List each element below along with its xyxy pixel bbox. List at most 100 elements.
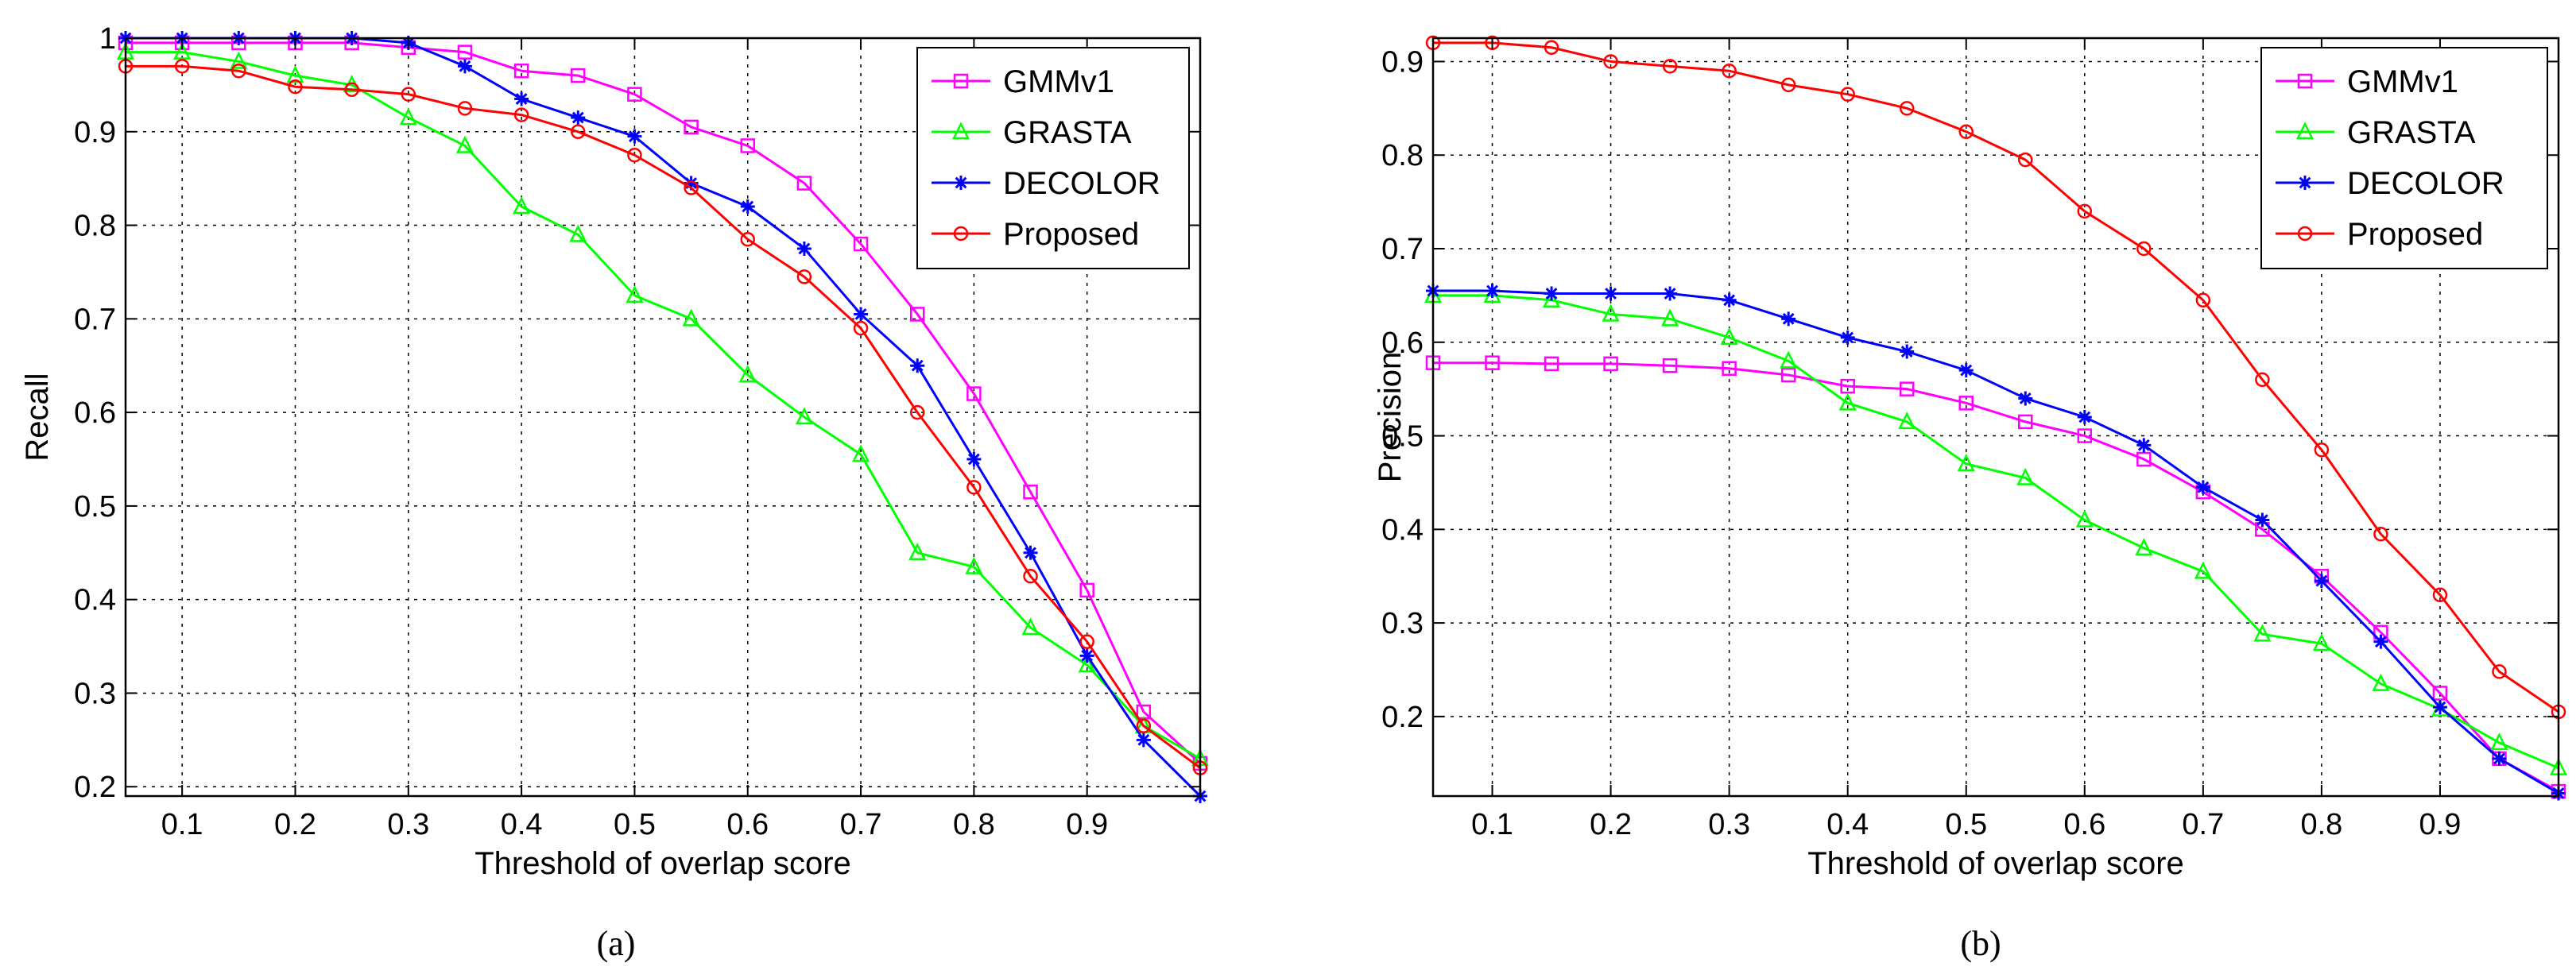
data-point-gmmv1: [1079, 582, 1094, 598]
data-point-proposed: [1079, 634, 1094, 649]
figure-caption: (a): [597, 924, 636, 963]
data-point-proposed: [2018, 152, 2033, 168]
legend-box: [2260, 47, 2548, 269]
y-tick-label: 1: [99, 22, 116, 56]
x-tick-label: 0.5: [1945, 808, 1987, 841]
grid: [126, 37, 1200, 796]
data-point-gmmv1: [2136, 451, 2152, 467]
legend-box: [916, 47, 1190, 269]
y-axis-label: Recall: [20, 373, 55, 461]
data-point-grasta: [2372, 673, 2390, 691]
data-point-proposed: [2136, 241, 2152, 257]
data-point-decolor: [2492, 751, 2507, 766]
legend-label: GRASTA: [1003, 115, 1132, 150]
data-point-proposed: [571, 124, 586, 140]
y-tick-label: 0.9: [1381, 45, 1424, 79]
data-point-grasta: [286, 65, 304, 83]
legend-item-grasta: GRASTA: [932, 115, 1132, 150]
legend-label: GMMv1: [1003, 64, 1114, 99]
data-point-gmmv1: [1899, 381, 1915, 396]
data-point-grasta: [626, 285, 644, 303]
x-tick-label: 0.9: [1066, 808, 1108, 841]
data-point-proposed: [2195, 292, 2211, 308]
data-point-proposed: [2492, 664, 2507, 679]
y-tick-label: 0.3: [1381, 607, 1424, 640]
data-point-gmmv1: [966, 386, 982, 401]
data-point-grasta: [1543, 289, 1561, 308]
series-decolor: [1426, 284, 2566, 801]
data-point-decolor: [571, 110, 586, 126]
series-line-gmmv1: [126, 41, 1202, 764]
series-line-grasta: [1433, 294, 2559, 770]
y-tick-label: 0.5: [1381, 420, 1424, 454]
data-point-grasta: [2253, 624, 2272, 642]
data-point-decolor: [1485, 284, 1500, 298]
data-point-decolor: [1722, 292, 1737, 307]
data-point-grasta: [908, 542, 927, 561]
data-point-decolor: [2373, 634, 2388, 649]
data-point-proposed: [1023, 568, 1038, 584]
data-point-decolor: [2195, 480, 2210, 495]
data-point-gmmv1: [1958, 396, 1974, 411]
data-point-proposed: [2373, 526, 2388, 542]
data-point-grasta: [455, 135, 474, 153]
data-point-proposed: [684, 180, 699, 195]
data-point-proposed: [1780, 77, 1796, 93]
data-point-proposed: [2314, 442, 2330, 458]
recall-chart: 0.1 0.2 0.3 0.4 0.5 0.6 0.7 0.8 0.9 0.2 0.3 0.4 0.5 0…: [20, 22, 1210, 963]
data-point-gmmv1: [1603, 356, 1618, 372]
data-point-proposed: [2255, 372, 2270, 388]
x-tick-label: 0.1: [161, 808, 203, 841]
legend-marker: [2298, 176, 2312, 190]
data-point-grasta: [2135, 538, 2153, 556]
legend-marker: [951, 122, 970, 140]
y-tick-label: 0.2: [1381, 701, 1424, 734]
legend-marker: [2295, 122, 2315, 140]
data-point-decolor: [2255, 512, 2270, 528]
data-point-grasta: [513, 196, 531, 215]
data-point-grasta: [795, 407, 813, 425]
y-tick-label: 0.3: [74, 677, 116, 710]
data-point-proposed: [1722, 63, 1737, 79]
x-axis-label: Threshold of overlap score: [475, 846, 851, 881]
data-point-proposed: [853, 320, 869, 336]
precision-chart: 0.1 0.2 0.3 0.4 0.5 0.6 0.7 0.8 0.9 0.2 0.3 0.4 0.5 0…: [1373, 35, 2568, 963]
data-point-decolor: [1840, 330, 1855, 345]
data-point-gmmv1: [796, 176, 812, 191]
data-point-decolor: [1958, 363, 1974, 378]
data-point-proposed: [344, 82, 359, 98]
series-grasta: [116, 41, 1210, 767]
data-point-decolor: [910, 358, 925, 373]
data-point-decolor: [2077, 410, 2092, 424]
data-point-grasta: [399, 107, 417, 126]
data-point-decolor: [1781, 311, 1796, 327]
legend-label: GRASTA: [2347, 115, 2476, 150]
data-point-grasta: [1720, 327, 1738, 346]
legend-marker: [953, 73, 969, 89]
data-point-grasta: [1780, 350, 1798, 369]
legend-label: GMMv1: [2347, 64, 2458, 99]
data-point-proposed: [174, 59, 190, 74]
x-tick-label: 0.3: [1708, 808, 1750, 841]
series-line-gmmv1: [1433, 361, 2559, 793]
data-point-decolor: [1603, 286, 1618, 301]
data-point-proposed: [513, 107, 529, 122]
series-line-proposed: [1433, 41, 2559, 713]
data-point-decolor: [1663, 286, 1678, 301]
data-point-grasta: [1602, 303, 1620, 322]
data-point-gmmv1: [1840, 378, 1855, 394]
data-point-decolor: [2314, 574, 2329, 589]
data-point-gmmv1: [2018, 414, 2033, 430]
data-point-decolor: [1023, 545, 1038, 560]
data-point-proposed: [1136, 718, 1152, 733]
legend-item-proposed: Proposed: [932, 217, 1139, 252]
series-line-decolor: [1433, 289, 2559, 794]
axes-frame: [1431, 37, 2560, 798]
data-point-decolor: [2136, 438, 2152, 453]
data-point-grasta: [173, 41, 192, 60]
data-point-gmmv1: [853, 236, 869, 252]
data-point-grasta: [852, 444, 870, 462]
x-tick-label: 0.4: [501, 808, 543, 841]
data-point-gmmv1: [627, 87, 642, 102]
legend-item-gmmv1: GMMv1: [2276, 64, 2458, 99]
